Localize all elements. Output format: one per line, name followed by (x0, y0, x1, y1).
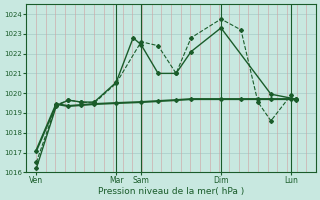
X-axis label: Pression niveau de la mer( hPa ): Pression niveau de la mer( hPa ) (98, 187, 244, 196)
